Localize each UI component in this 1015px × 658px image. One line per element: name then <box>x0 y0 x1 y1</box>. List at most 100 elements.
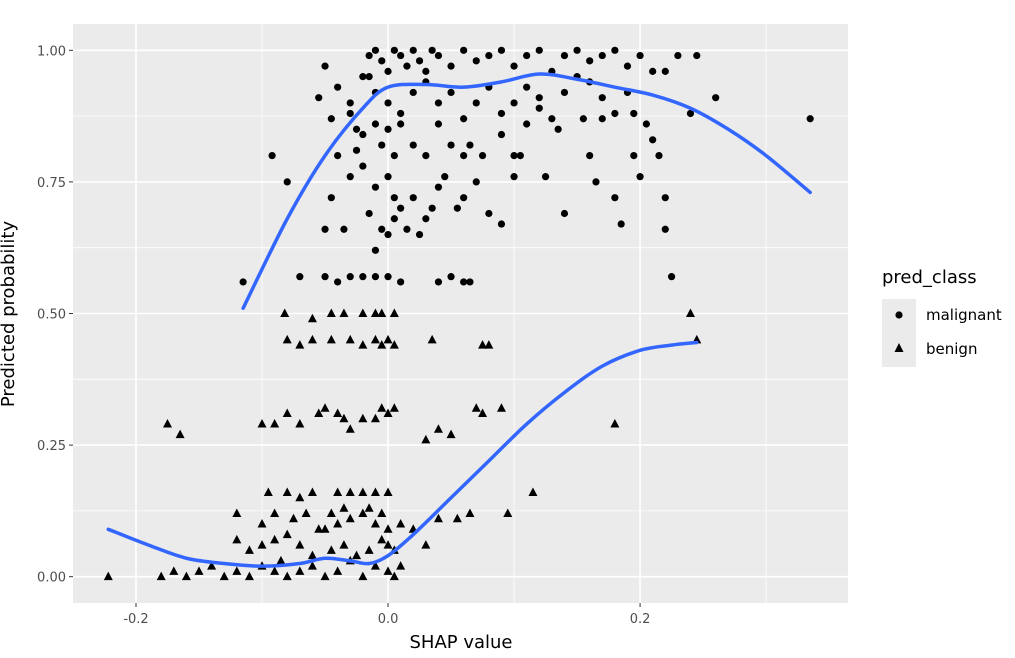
point-malignant <box>434 183 443 191</box>
point-benign <box>314 408 324 418</box>
point-benign <box>377 308 387 317</box>
point-benign <box>194 566 204 575</box>
x-tick-label: 0.0 <box>378 612 399 627</box>
point-malignant <box>434 99 443 107</box>
point-malignant <box>321 225 329 233</box>
point-malignant <box>340 225 348 233</box>
y-axis-title: Predicted probability <box>0 221 19 408</box>
point-benign <box>685 308 695 317</box>
point-malignant <box>611 194 619 202</box>
point-malignant <box>371 273 380 281</box>
point-benign <box>270 419 280 428</box>
point-benign <box>103 571 113 581</box>
point-malignant <box>460 151 468 160</box>
point-malignant <box>403 62 411 70</box>
point-malignant <box>415 57 424 65</box>
point-benign <box>484 340 494 349</box>
point-malignant <box>428 46 436 54</box>
point-benign <box>326 334 336 344</box>
point-benign <box>471 403 481 412</box>
point-malignant <box>630 109 638 118</box>
point-malignant <box>378 141 386 149</box>
point-malignant <box>541 173 550 181</box>
point-benign <box>280 308 290 317</box>
point-benign <box>282 529 292 539</box>
point-malignant <box>327 194 335 202</box>
point-benign <box>207 561 217 570</box>
point-malignant <box>365 209 373 218</box>
point-malignant <box>586 57 594 65</box>
point-malignant <box>422 67 430 75</box>
point-benign <box>307 334 317 344</box>
point-malignant <box>693 51 701 60</box>
point-malignant <box>560 51 569 60</box>
point-malignant <box>649 67 657 75</box>
point-malignant <box>409 141 417 149</box>
point-benign <box>295 340 305 349</box>
x-tick-label: -0.2 <box>123 612 148 627</box>
y-tick-label: 0.25 <box>37 439 66 454</box>
point-benign <box>289 513 299 523</box>
legend-title: pred_class <box>882 267 977 288</box>
point-benign <box>389 571 399 581</box>
point-malignant <box>466 278 474 286</box>
point-malignant <box>334 83 342 91</box>
point-malignant <box>378 225 386 233</box>
point-malignant <box>327 115 335 123</box>
point-malignant <box>510 173 518 181</box>
point-benign <box>345 424 355 433</box>
point-malignant <box>378 57 386 65</box>
point-benign <box>377 508 387 518</box>
point-benign <box>383 334 393 344</box>
point-malignant <box>472 99 480 107</box>
point-malignant <box>636 51 644 60</box>
point-malignant <box>371 183 380 191</box>
point-malignant <box>661 67 669 75</box>
y-tick-label: 0.75 <box>37 176 66 191</box>
smooth-line-benign <box>106 340 699 568</box>
point-malignant <box>371 120 380 128</box>
point-malignant <box>460 278 468 286</box>
point-malignant <box>523 83 531 91</box>
point-benign <box>358 487 368 496</box>
point-malignant <box>371 46 380 54</box>
point-malignant <box>516 151 524 160</box>
point-benign <box>295 492 305 502</box>
point-malignant <box>523 51 531 60</box>
point-malignant <box>415 230 424 239</box>
point-malignant <box>283 178 291 186</box>
point-benign <box>307 550 317 560</box>
point-benign <box>370 561 380 570</box>
legend-symbol-circle <box>895 311 903 319</box>
point-benign <box>370 519 380 528</box>
point-benign <box>333 519 343 528</box>
point-malignant <box>390 151 398 160</box>
point-malignant <box>359 73 367 81</box>
point-benign <box>345 513 355 523</box>
point-benign <box>358 508 368 518</box>
point-benign <box>244 545 254 554</box>
point-benign <box>383 487 393 496</box>
point-benign <box>333 408 343 418</box>
point-benign <box>307 561 317 570</box>
x-axis-title: SHAP value <box>409 632 512 653</box>
point-malignant <box>642 120 650 128</box>
smooth-line-malignant <box>241 72 812 310</box>
point-malignant <box>472 178 480 186</box>
point-malignant <box>535 46 543 54</box>
point-malignant <box>655 151 663 160</box>
point-malignant <box>268 151 276 160</box>
point-benign <box>377 340 387 349</box>
point-benign <box>263 487 273 496</box>
point-benign <box>433 513 443 523</box>
point-benign <box>295 566 305 575</box>
point-benign <box>370 413 380 423</box>
point-malignant <box>409 194 417 202</box>
point-benign <box>496 403 506 412</box>
point-malignant <box>422 151 430 160</box>
point-malignant <box>472 57 480 65</box>
point-benign <box>396 561 406 570</box>
point-malignant <box>434 51 443 60</box>
point-malignant <box>384 273 392 281</box>
point-benign <box>270 566 280 575</box>
